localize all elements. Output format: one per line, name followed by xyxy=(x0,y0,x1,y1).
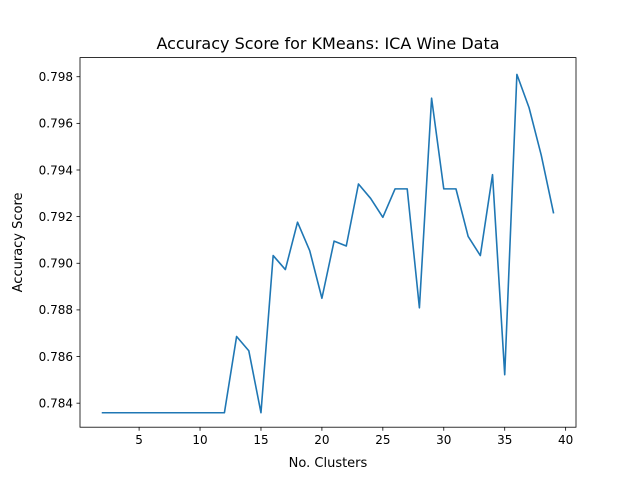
x-tick-label: 30 xyxy=(436,433,451,447)
x-tick-label: 5 xyxy=(135,433,143,447)
y-tick-label: 0.796 xyxy=(39,117,73,131)
x-tick-label: 20 xyxy=(314,433,329,447)
y-tick-label: 0.784 xyxy=(39,396,73,410)
x-axis-ticks: 5 10 15 20 25 30 35 40 xyxy=(135,427,573,447)
y-tick-label: 0.788 xyxy=(39,303,73,317)
series-layer xyxy=(101,73,555,414)
x-tick-label: 15 xyxy=(253,433,268,447)
y-tick-label: 0.794 xyxy=(39,163,73,177)
chart-title: Accuracy Score for KMeans: ICA Wine Data xyxy=(156,34,499,53)
x-tick-label: 35 xyxy=(497,433,512,447)
y-axis-ticks: 0.784 0.786 0.788 0.790 0.792 0.794 0.796 0.798 xyxy=(39,70,80,410)
plot-area xyxy=(80,57,576,428)
y-axis-label: Accuracy Score xyxy=(11,192,26,292)
y-tick-label: 0.792 xyxy=(39,210,73,224)
x-axis-label: No. Clusters xyxy=(289,456,368,471)
series-line xyxy=(101,73,555,414)
x-tick-label: 40 xyxy=(558,433,573,447)
plot-frame xyxy=(79,57,577,428)
x-tick-label: 10 xyxy=(192,433,207,447)
y-tick-label: 0.790 xyxy=(39,257,73,271)
y-tick-label: 0.798 xyxy=(39,70,73,84)
x-tick-label: 25 xyxy=(375,433,390,447)
y-tick-label: 0.786 xyxy=(39,350,73,364)
